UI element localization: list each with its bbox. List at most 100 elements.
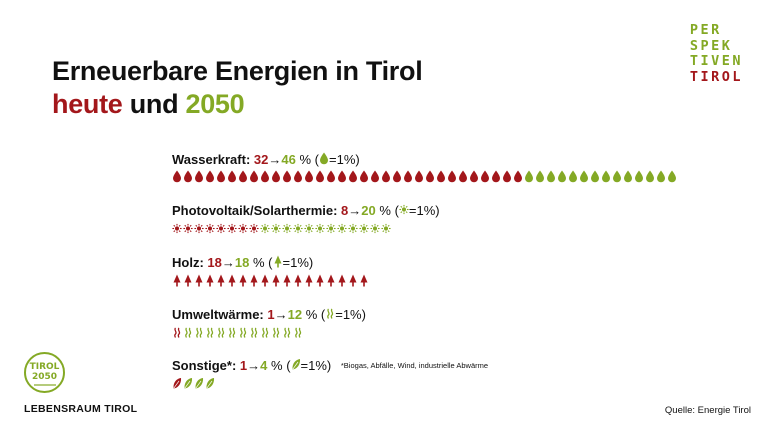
heat-wave-icon	[325, 307, 335, 323]
tree-icon	[238, 274, 248, 287]
drop-icon	[381, 170, 391, 183]
row-name: Holz:	[172, 255, 204, 270]
page-title: Erneuerbare Energien in Tirol	[52, 56, 423, 86]
leaf-icon	[194, 377, 204, 390]
drop-icon	[348, 170, 358, 183]
tree-icon	[304, 274, 314, 287]
row-label-photovoltaik: Photovoltaik/Solarthermie: 8→20 % (=1%)	[172, 203, 440, 219]
tree-icon	[271, 274, 281, 287]
arrow-icon: →	[221, 255, 235, 270]
drop-icon	[183, 170, 193, 183]
heat-wave-icon	[260, 326, 270, 339]
sun-icon	[304, 222, 314, 235]
tirol-2050-badge: TIROL 2050	[24, 352, 65, 393]
drop-icon	[227, 170, 237, 183]
row-label-umweltwaerme: Umweltwärme: 1→12 % (=1%)	[172, 307, 366, 323]
brand-line: TIVEN	[689, 53, 743, 69]
brand-line: PER	[689, 22, 722, 38]
value-2050: 18	[234, 255, 250, 270]
drop-icon	[667, 170, 677, 183]
sun-icon	[194, 222, 204, 235]
arrow-icon: →	[268, 152, 282, 167]
sun-icon	[282, 222, 292, 235]
tree-icon	[359, 274, 369, 287]
icon-row-photovoltaik	[172, 221, 392, 235]
drop-icon	[568, 170, 578, 183]
drop-icon	[458, 170, 468, 183]
drop-icon	[634, 170, 644, 183]
icon-row-holz	[172, 273, 370, 287]
drop-icon	[392, 170, 402, 183]
tree-icon	[260, 274, 270, 287]
tree-icon	[348, 274, 358, 287]
drop-icon	[645, 170, 655, 183]
heat-wave-icon	[227, 326, 237, 339]
icon-row-wasserkraft	[172, 169, 678, 183]
sun-icon	[337, 222, 347, 235]
badge-underline	[33, 384, 56, 386]
row-name: Sonstige*:	[172, 358, 237, 373]
subtitle-2050: 2050	[185, 89, 245, 119]
tree-icon	[326, 274, 336, 287]
drop-icon	[414, 170, 424, 183]
brand-line: TIROL	[689, 68, 743, 85]
drop-icon	[601, 170, 611, 183]
badge-line: TIROL	[29, 362, 60, 372]
drop-icon	[304, 170, 314, 183]
subtitle-today: heute	[52, 89, 123, 119]
drop-icon	[282, 170, 292, 183]
drop-icon	[546, 170, 556, 183]
row-name: Photovoltaik/Solarthermie:	[172, 203, 338, 218]
heat-wave-icon	[172, 326, 182, 339]
heat-wave-icon	[205, 326, 215, 339]
subtitle-and: und	[129, 89, 179, 119]
drop-icon	[436, 170, 446, 183]
drop-icon	[491, 170, 501, 183]
sun-icon	[183, 222, 193, 235]
value-today: 1	[267, 307, 275, 322]
heat-wave-icon	[271, 326, 281, 339]
leaf-icon	[172, 377, 182, 390]
drop-icon	[656, 170, 666, 183]
sun-icon	[205, 222, 215, 235]
tree-icon	[315, 274, 325, 287]
sun-icon	[359, 222, 369, 235]
drop-icon	[326, 170, 336, 183]
arrow-icon: →	[247, 358, 261, 373]
sun-icon	[399, 203, 409, 219]
heat-wave-icon	[238, 326, 248, 339]
value-today: 1	[239, 358, 248, 373]
value-2050: 12	[287, 307, 303, 322]
drop-icon	[447, 170, 457, 183]
unit: %	[252, 255, 265, 270]
leaf-icon	[183, 377, 193, 390]
row-name: Wasserkraft:	[172, 152, 251, 167]
value-2050: 46	[281, 152, 296, 167]
drop-icon	[293, 170, 303, 183]
tree-icon	[227, 274, 237, 287]
drop-icon	[337, 170, 347, 183]
sun-icon	[315, 222, 325, 235]
heat-wave-icon	[194, 326, 204, 339]
tree-icon	[249, 274, 259, 287]
legend: (=1%)	[314, 152, 360, 167]
tree-icon	[282, 274, 292, 287]
sun-icon	[370, 222, 380, 235]
drop-icon	[359, 170, 369, 183]
drop-icon	[425, 170, 435, 183]
drop-icon	[502, 170, 512, 183]
drop-icon	[469, 170, 479, 183]
legend: (=1%)	[320, 307, 366, 323]
value-today: 32	[253, 152, 269, 167]
value-today: 8	[341, 203, 349, 218]
drop-icon	[590, 170, 600, 183]
source-note: Quelle: Energie Tirol	[664, 405, 751, 416]
drop-icon	[535, 170, 545, 183]
drop-icon	[480, 170, 490, 183]
legend: (=1%)	[286, 358, 332, 373]
unit: %	[379, 203, 391, 218]
sun-icon	[381, 222, 391, 235]
drop-icon	[557, 170, 567, 183]
drop-icon	[238, 170, 248, 183]
drop-icon	[249, 170, 259, 183]
